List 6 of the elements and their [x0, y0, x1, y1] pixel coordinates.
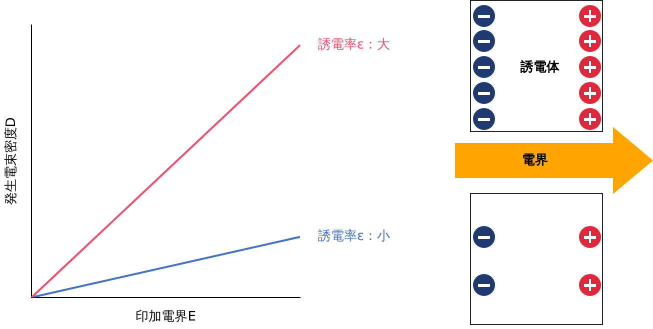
series-label: 誘電率ε：大 — [318, 36, 390, 53]
y-axis-title: 発生電束密度D — [3, 117, 20, 206]
x-axis-title: 印加電界E — [136, 310, 196, 325]
text: 電界 — [521, 152, 549, 169]
series-label: 誘電率ε：小 — [318, 228, 390, 244]
text: 誘電体 — [519, 59, 560, 76]
